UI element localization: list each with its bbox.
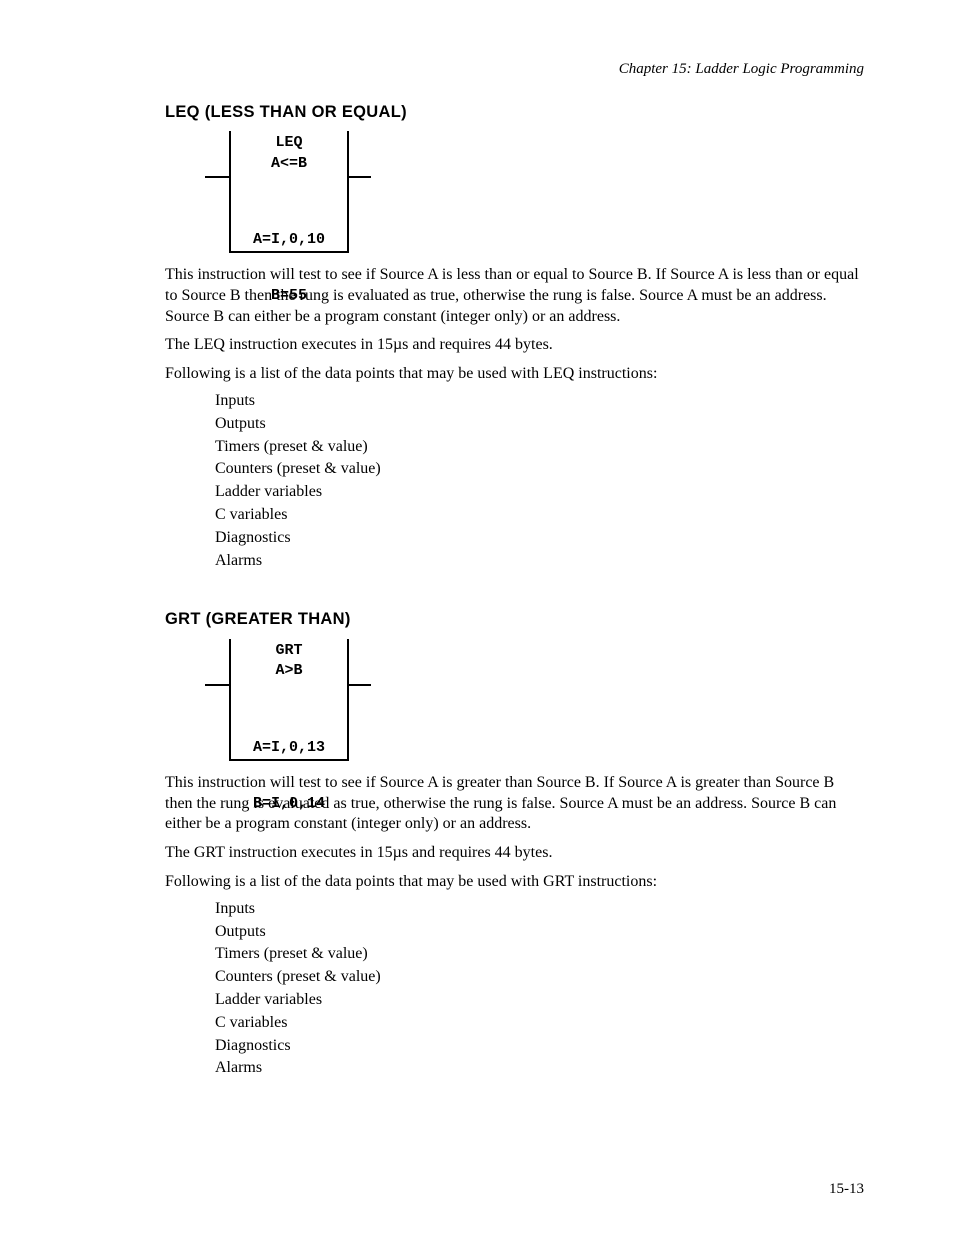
instruction-box: GRT A>B A=I,0,13 B=I,0,14 — [229, 639, 349, 761]
grt-paragraph-1: This instruction will test to see if Sou… — [165, 773, 864, 835]
list-item: Counters (preset & value) — [215, 459, 864, 480]
list-item: Counters (preset & value) — [215, 967, 864, 988]
chapter-header: Chapter 15: Ladder Logic Programming — [165, 60, 864, 80]
page-number: 15-13 — [829, 1180, 864, 1200]
list-item: Inputs — [215, 899, 864, 920]
leq-paragraph-1: This instruction will test to see if Sou… — [165, 265, 864, 327]
leq-paragraph-3: Following is a list of the data points t… — [165, 364, 864, 385]
grt-paragraph-3: Following is a list of the data points t… — [165, 872, 864, 893]
arg-a: A=I,0,10 — [241, 231, 337, 250]
section-heading-leq: LEQ (LESS THAN OR EQUAL) — [165, 102, 864, 123]
rung-line-right — [349, 684, 371, 686]
list-item: Outputs — [215, 922, 864, 943]
compare-expr: A<=B — [241, 155, 337, 174]
grt-datapoints-list: Inputs Outputs Timers (preset & value) C… — [215, 899, 864, 1079]
list-item: Timers (preset & value) — [215, 437, 864, 458]
list-item: Outputs — [215, 414, 864, 435]
list-item: Alarms — [215, 1058, 864, 1079]
list-item: C variables — [215, 505, 864, 526]
list-item: Diagnostics — [215, 528, 864, 549]
page: Chapter 15: Ladder Logic Programming LEQ… — [0, 0, 954, 1235]
list-item: Ladder variables — [215, 482, 864, 503]
rung-line-left — [205, 684, 229, 686]
list-item: Ladder variables — [215, 990, 864, 1011]
mnemonic: LEQ — [241, 134, 337, 153]
instruction-box: LEQ A<=B A=I,0,10 B=55 — [229, 131, 349, 253]
compare-expr: A>B — [241, 662, 337, 681]
leq-datapoints-list: Inputs Outputs Timers (preset & value) C… — [215, 391, 864, 571]
list-item: Timers (preset & value) — [215, 944, 864, 965]
list-item: Diagnostics — [215, 1036, 864, 1057]
rung-line-left — [205, 176, 229, 178]
list-item: Inputs — [215, 391, 864, 412]
list-item: Alarms — [215, 551, 864, 572]
arg-a: A=I,0,13 — [241, 739, 337, 758]
rung-line-right — [349, 176, 371, 178]
mnemonic: GRT — [241, 642, 337, 661]
spacer — [165, 573, 864, 609]
leq-paragraph-2: The LEQ instruction executes in 15µs and… — [165, 335, 864, 356]
grt-diagram: GRT A>B A=I,0,13 B=I,0,14 — [205, 639, 864, 761]
list-item: C variables — [215, 1013, 864, 1034]
grt-paragraph-2: The GRT instruction executes in 15µs and… — [165, 843, 864, 864]
section-heading-grt: GRT (GREATER THAN) — [165, 609, 864, 630]
leq-diagram: LEQ A<=B A=I,0,10 B=55 — [205, 131, 864, 253]
